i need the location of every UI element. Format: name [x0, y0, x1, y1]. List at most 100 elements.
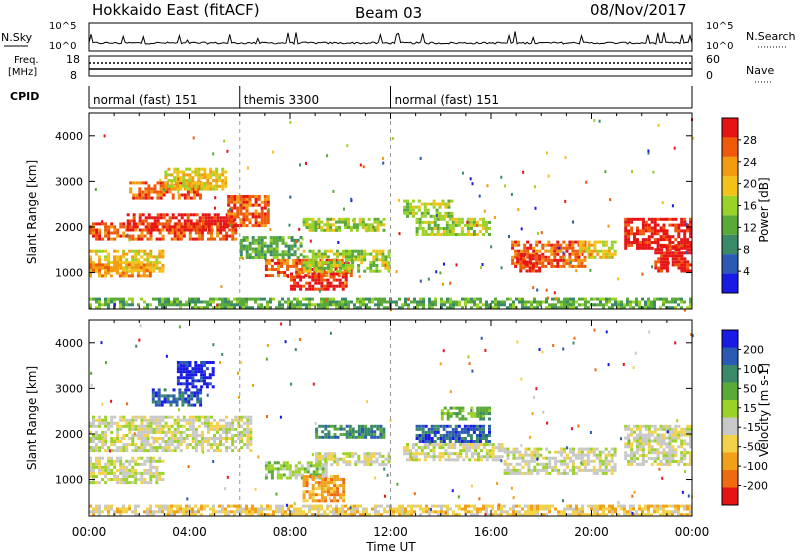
heatmap-cell — [382, 428, 385, 431]
heatmap-speckle — [420, 280, 422, 283]
heatmap-cell — [489, 443, 492, 446]
heatmap-cell — [137, 434, 140, 437]
heatmap-cell — [231, 428, 234, 431]
heatmap-cell — [324, 496, 327, 499]
heatmap-cell — [347, 226, 350, 229]
heatmap-speckle — [353, 257, 355, 260]
heatmap-cell — [92, 466, 95, 469]
heatmap-cell — [327, 267, 330, 270]
heatmap-cell — [473, 230, 476, 233]
station-title: Hokkaido East (fitACF) — [92, 1, 260, 19]
heatmap-cell — [309, 261, 312, 264]
heatmap-cell — [183, 370, 186, 373]
heatmap-cell — [437, 224, 440, 227]
heatmap-cell — [162, 238, 165, 241]
heatmap-cell — [461, 407, 464, 410]
heatmap-cell — [314, 221, 317, 224]
heatmap-cell — [341, 303, 344, 306]
heatmap-cell — [295, 470, 298, 473]
heatmap-cell — [227, 195, 230, 198]
heatmap-cell — [572, 472, 575, 475]
heatmap-cell — [369, 253, 372, 256]
heatmap-cell — [225, 232, 228, 235]
heatmap-cell — [143, 440, 146, 443]
heatmap-cell — [214, 219, 217, 222]
heatmap-cell — [556, 265, 559, 268]
heatmap-cell — [416, 303, 419, 306]
heatmap-cell — [290, 273, 293, 276]
heatmap-cell — [221, 173, 224, 176]
heatmap-cell — [298, 262, 301, 265]
heatmap-cell — [569, 469, 572, 472]
heatmap-cell — [623, 303, 626, 306]
heatmap-cell — [324, 455, 327, 458]
heatmap-cell — [547, 256, 550, 259]
heatmap-cell — [584, 259, 587, 262]
heatmap-cell — [452, 301, 455, 304]
heatmap-cell — [574, 265, 577, 268]
heatmap-cell — [617, 301, 620, 304]
heatmap-cell — [125, 478, 128, 481]
heatmap-cell — [296, 285, 299, 288]
heatmap-cell — [351, 267, 354, 270]
heatmap-cell — [179, 510, 182, 513]
heatmap-cell — [565, 259, 568, 262]
heatmap-cell — [147, 238, 150, 241]
heatmap-cell — [192, 238, 195, 241]
heatmap-cell — [249, 419, 252, 422]
heatmap-cell — [428, 303, 431, 306]
heatmap-cell — [266, 303, 269, 306]
heatmap-cell — [156, 428, 159, 431]
heatmap-speckle — [420, 157, 422, 160]
heatmap-cell — [362, 301, 365, 304]
heatmap-cell — [419, 434, 422, 437]
heatmap-cell — [231, 422, 234, 425]
heatmap-cell — [674, 301, 677, 304]
heatmap-cell — [316, 470, 319, 473]
heatmap-cell — [654, 460, 657, 463]
heatmap-cell — [587, 454, 590, 457]
heatmap-cell — [137, 425, 140, 428]
heatmap-cell — [403, 200, 406, 203]
heatmap-cell — [142, 222, 145, 225]
heatmap-cell — [228, 425, 231, 428]
heatmap-cell — [479, 298, 482, 301]
heatmap-cell — [236, 198, 239, 201]
heatmap-cell — [134, 258, 137, 261]
heatmap-cell — [190, 394, 193, 397]
heatmap-cell — [116, 269, 119, 272]
heatmap-cell — [624, 445, 627, 448]
heatmap-cell — [182, 182, 185, 185]
heatmap-cell — [674, 229, 677, 232]
heatmap-cell — [101, 419, 104, 422]
heatmap-cell — [95, 419, 98, 422]
heatmap-cell — [177, 370, 180, 373]
heatmap-cell — [116, 266, 119, 269]
heatmap-cell — [144, 194, 147, 197]
heatmap-cell — [104, 225, 107, 228]
heatmap-cell — [636, 238, 639, 241]
heatmap-cell — [470, 415, 473, 418]
heatmap-cell — [265, 464, 268, 467]
heatmap-cell — [365, 223, 368, 226]
heatmap-cell — [349, 425, 352, 428]
heatmap-cell — [92, 463, 95, 466]
heatmap-cell — [167, 173, 170, 176]
heatmap-cell — [446, 301, 449, 304]
heatmap-cell — [339, 261, 342, 264]
heatmap-cell — [270, 253, 273, 256]
heatmap-cell — [635, 303, 638, 306]
heatmap-cell — [274, 467, 277, 470]
heatmap-cell — [174, 434, 177, 437]
heatmap-cell — [119, 428, 122, 431]
heatmap-cell — [406, 215, 409, 218]
heatmap-cell — [147, 422, 150, 425]
heatmap-cell — [383, 223, 386, 226]
heatmap-cell — [252, 236, 255, 239]
heatmap-cell — [633, 451, 636, 454]
heatmap-cell — [208, 216, 211, 219]
heatmap-cell — [206, 176, 209, 179]
heatmap-cell — [320, 285, 323, 288]
heatmap-cell — [209, 382, 212, 385]
heatmap-cell — [433, 458, 436, 461]
